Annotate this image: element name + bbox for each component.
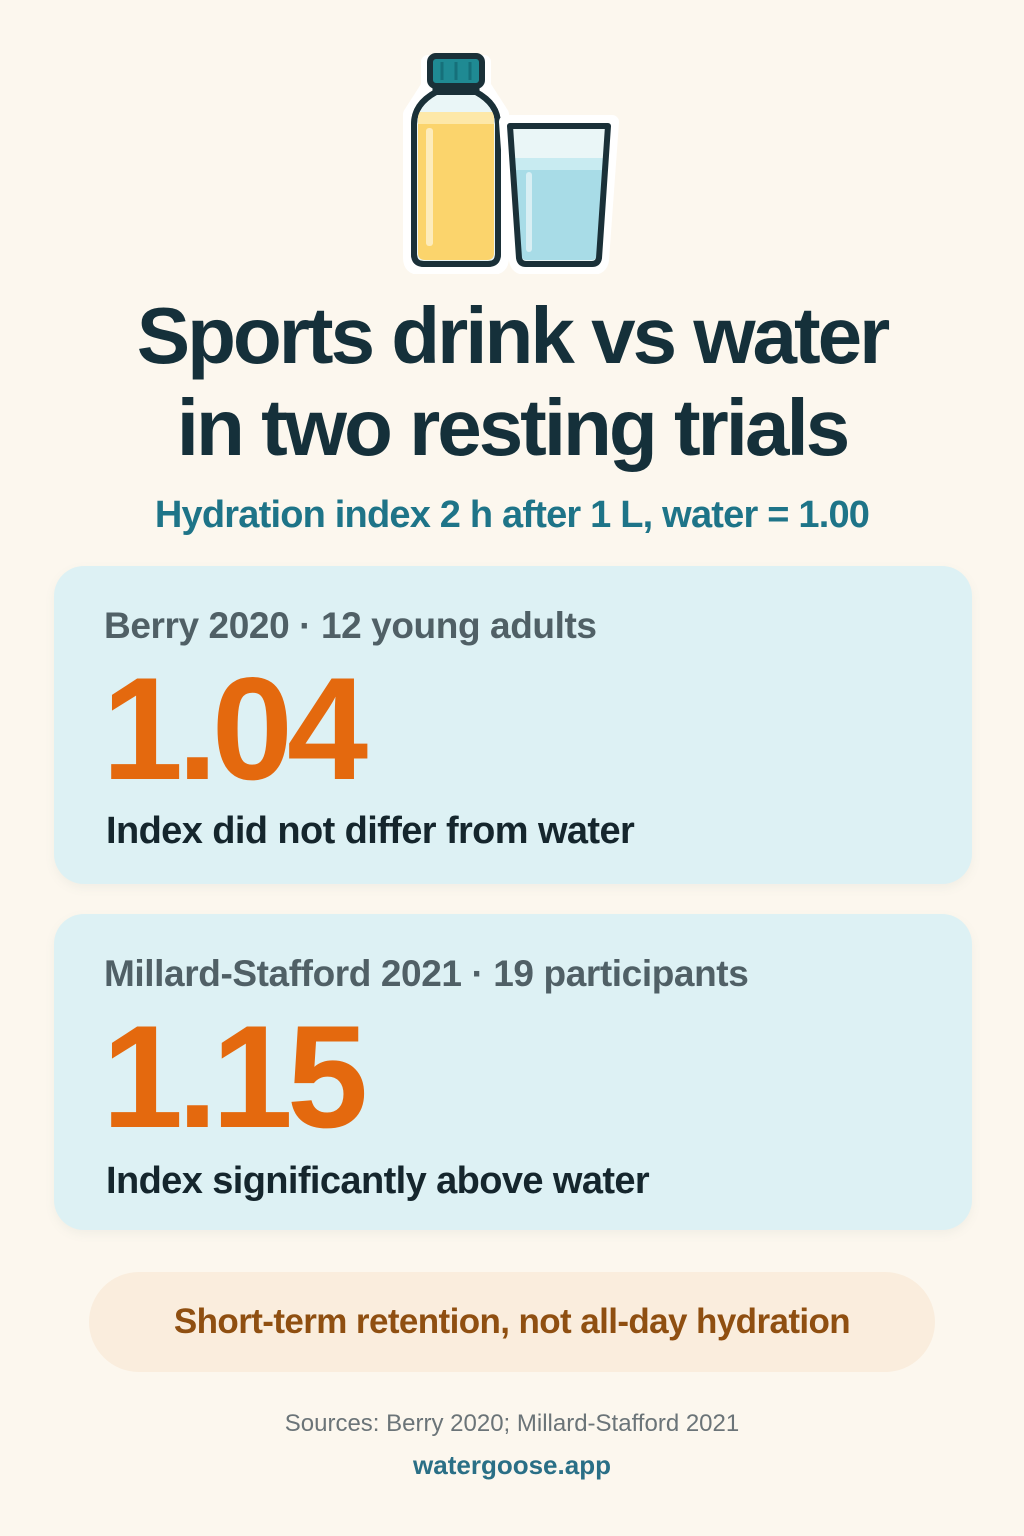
study-label: Berry 2020 · 12 young adults — [104, 605, 597, 646]
page-title-line-1: Sports drink vs water — [136, 291, 891, 380]
takeaway-callout: Short-term retention, not all-day hydrat… — [89, 1272, 935, 1372]
page-subtitle: Hydration index 2 h after 1 L, water = 1… — [154, 494, 870, 536]
sports-drink-bottle-icon — [403, 53, 509, 274]
sports-drink-bottle-and-water-glass-icon — [403, 53, 619, 274]
page-title: Sports drink vs water in two resting tri… — [0, 290, 1024, 474]
sources-footnote: Sources: Berry 2020; Millard-Stafford 20… — [284, 1410, 740, 1437]
site-link[interactable]: watergoose.app — [413, 1450, 611, 1480]
study-card-berry: Berry 2020 · 12 young adults 1.04 Index … — [54, 566, 972, 884]
study-hydration-index: 1.15 — [102, 995, 368, 1158]
water-glass-icon — [499, 115, 619, 274]
study-label: Millard-Stafford 2021 · 19 participants — [104, 953, 749, 994]
study-finding: Index did not differ from water — [106, 810, 635, 852]
page-title-line-2: in two resting trials — [176, 383, 850, 472]
study-card-millard-stafford: Millard-Stafford 2021 · 19 participants … — [54, 914, 972, 1230]
study-hydration-index: 1.04 — [102, 647, 368, 810]
study-finding: Index significantly above water — [106, 1160, 650, 1202]
